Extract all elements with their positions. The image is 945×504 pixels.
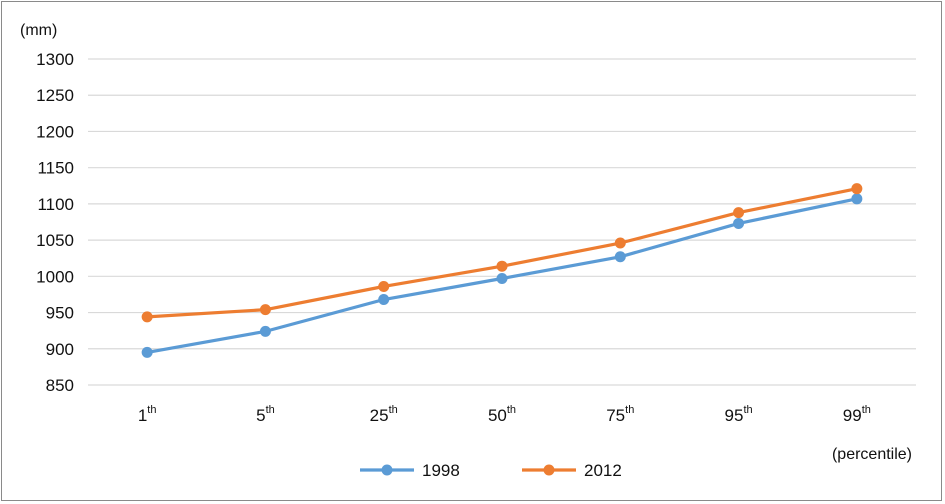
x-tick-superscript: th [625, 404, 634, 416]
x-axis-ticks: 1th 5th 25th 50th 75th 95th 99th [138, 404, 871, 425]
y-tick-label: 950 [46, 304, 74, 323]
data-point [614, 251, 626, 263]
x-axis-unit-label: (percentile) [832, 446, 912, 463]
series-line-2012 [147, 187, 858, 319]
x-tick-superscript: th [266, 404, 275, 416]
y-tick-label: 1200 [36, 122, 74, 141]
legend-marker [381, 464, 393, 476]
gridlines [88, 58, 916, 386]
data-point [496, 260, 508, 272]
legend-item-1998: 1998 [360, 461, 460, 480]
y-axis-ticks: 850 900 950 1000 1050 1100 1150 1200 1250 1300 [36, 50, 74, 395]
x-tick-label: 75th [606, 404, 634, 425]
y-tick-label: 1050 [36, 231, 74, 250]
data-point [141, 346, 153, 358]
y-tick-label: 1300 [36, 50, 74, 69]
x-tick-label: 1th [138, 404, 157, 425]
data-point [614, 237, 626, 249]
x-tick-superscript: th [743, 404, 752, 416]
x-tick-superscript: th [147, 404, 156, 416]
series-2012 [141, 183, 863, 323]
y-tick-label: 1250 [36, 86, 74, 105]
x-tick-base: 5 [256, 406, 265, 425]
x-tick-superscript: th [507, 404, 516, 416]
x-tick-label: 99th [843, 404, 871, 425]
legend-label: 1998 [422, 461, 460, 480]
y-axis-unit-label: (mm) [20, 22, 57, 39]
x-tick-superscript: th [389, 404, 398, 416]
y-tick-label: 1150 [37, 159, 74, 178]
legend-label: 2012 [584, 461, 622, 480]
x-tick-label: 50th [488, 404, 516, 425]
legend-item-2012: 2012 [522, 461, 622, 480]
x-tick-label: 5th [256, 404, 275, 425]
x-tick-base: 1 [138, 406, 147, 425]
y-tick-label: 1000 [36, 267, 74, 286]
x-tick-superscript: th [862, 404, 871, 416]
data-point [259, 304, 271, 316]
data-point [851, 193, 863, 205]
data-point [141, 311, 153, 323]
legend-marker [543, 464, 555, 476]
x-tick-label: 95th [725, 404, 753, 425]
x-tick-base: 25 [370, 406, 389, 425]
y-tick-label: 900 [46, 340, 74, 359]
data-point [496, 273, 508, 285]
x-tick-base: 75 [606, 406, 625, 425]
legend: 1998 2012 [360, 461, 622, 480]
series-layer [141, 183, 863, 358]
y-tick-label: 1100 [37, 195, 74, 214]
x-tick-base: 50 [488, 406, 507, 425]
data-point [378, 280, 390, 292]
data-point [733, 207, 745, 219]
data-point [851, 183, 863, 195]
data-point [378, 294, 390, 306]
data-point [259, 325, 271, 337]
series-1998 [141, 193, 863, 358]
x-tick-base: 95 [725, 406, 744, 425]
y-tick-label: 850 [46, 376, 74, 395]
x-tick-base: 99 [843, 406, 862, 425]
data-point [733, 217, 745, 229]
x-tick-label: 25th [370, 404, 398, 425]
